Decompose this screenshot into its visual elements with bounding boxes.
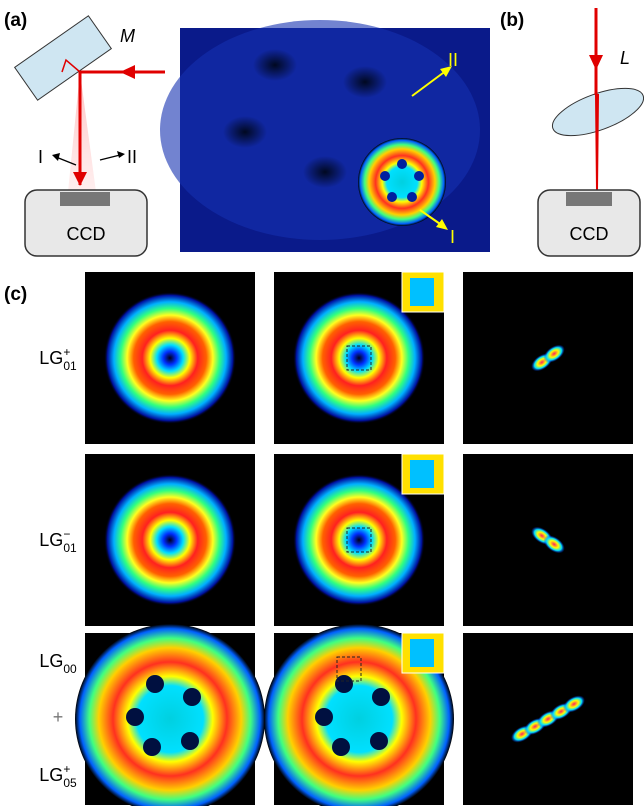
vortex-core [181,732,199,750]
mode-sup: − [63,527,70,541]
vortex-core [315,708,333,726]
ccd-label: CCD [570,224,609,244]
mode-base: + [53,707,64,727]
mode-label: LG+01 [39,345,77,373]
ccd-sensor [566,192,612,206]
intensity-ring [104,474,236,606]
inset-core [410,278,434,306]
mode-base: LG [39,530,63,550]
mode-sub: 01 [63,359,77,373]
vortex-core [183,688,201,706]
vortex-core [143,738,161,756]
panel-label: (a) [4,10,27,31]
image-label: II [448,50,458,70]
mode-base: LG [39,348,63,368]
arrow [100,155,120,160]
mode-label: LG−01 [39,527,77,555]
mirror-label: M [120,26,135,46]
vortex-core [372,688,390,706]
mode-sub: 00 [63,662,77,676]
vortex-core [335,675,353,693]
intensity-ring [104,292,236,424]
arrow-head [117,151,125,158]
focused-beam [596,95,598,190]
mode-sub: 05 [63,776,77,790]
mode-sup: + [63,762,70,776]
panel-label: (b) [500,10,524,31]
dark-spot [343,66,387,98]
inset-core [410,639,434,667]
image-label: I [450,227,455,247]
lens-label: L [620,48,630,68]
arrow-label: II [127,147,137,167]
mode-sup: + [63,345,70,359]
mode-label: + [53,707,64,727]
vortex-core [332,738,350,756]
dark-spot [253,49,297,81]
mode-base: LG [39,651,63,671]
mode-base: LG [39,765,63,785]
mode-label: LG00 [39,651,77,676]
arrow-head [52,153,60,161]
vortex-core [126,708,144,726]
arrow-label: I [38,147,43,167]
camera-image: II I [160,20,490,252]
dark-spot [223,116,267,148]
ccd-label: CCD [67,224,106,244]
mode-sub: 01 [63,541,77,555]
vortex-core [370,732,388,750]
inset-core [410,460,434,488]
panel-b: (b) L CCD [500,8,644,256]
mirror [15,16,112,100]
figure: (a) M I II CCD II I (b) L CCD (c) LG+01L… [0,0,644,806]
panel-a: (a) M I II CCD [4,10,165,256]
panel-label: (c) [4,284,27,305]
intensity-ring [75,624,265,806]
mode-label: LG+05 [39,762,77,790]
ccd-sensor [60,192,110,206]
vortex-core [146,675,164,693]
beam-arrow [120,65,135,79]
beam-arrow [589,55,603,70]
beam-pattern [358,138,446,226]
dark-spot [303,156,347,188]
